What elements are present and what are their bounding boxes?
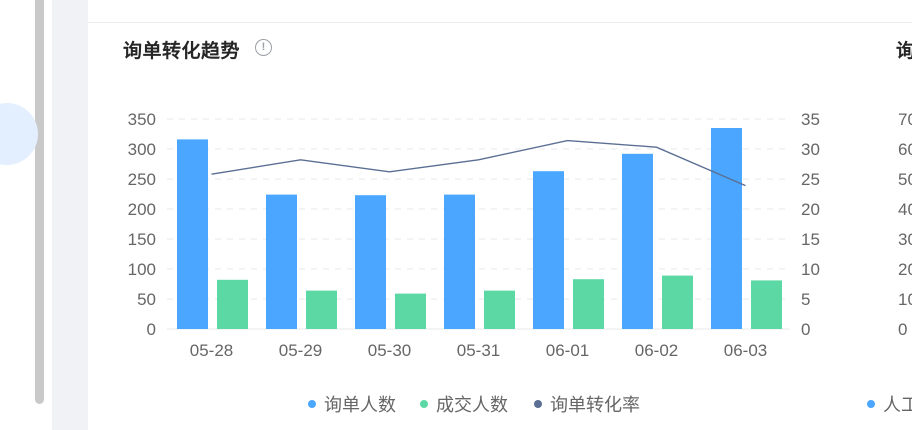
y-right-tick-label: 15 [801,230,820,249]
chart-card [88,0,912,430]
bar-inquiry [444,194,475,329]
y-right-tick-label: 10 [801,260,820,279]
y-left-tick-label: 250 [128,170,156,189]
line-conversion-rate [211,139,746,187]
divider [88,22,912,23]
info-circle-icon[interactable]: ! [255,39,272,56]
legend-dot-inquiry [308,400,316,409]
bar-inquiry [355,195,386,329]
chart-title: 询单转化趋势 [123,41,241,62]
legend-label-inquiry: 询单人数 [324,395,396,415]
scrollbar-thumb[interactable] [35,0,44,404]
x-tick-label: 06-01 [546,341,589,360]
bar-inquiry [177,139,208,329]
next-legend-label: 人工 [883,395,912,415]
next-chart-tick-label: 10 [898,290,912,309]
x-tick-label: 06-02 [635,341,678,360]
bar-inquiry [266,194,297,329]
next-chart-tick-label: 0 [898,320,907,339]
y-left-tick-label: 0 [147,320,156,339]
x-tick-label: 05-30 [368,341,411,360]
legend-item-inquiry[interactable]: 询单人数 [308,391,396,417]
legend-label-deal: 成交人数 [436,395,508,415]
legend-dot-conversion [534,400,542,409]
bar-inquiry [711,128,742,329]
next-legend-item[interactable]: 人工 [867,391,912,417]
next-legend-dot [867,400,875,409]
legend-item-conversion[interactable]: 询单转化率 [534,391,640,417]
y-left-tick-label: 150 [128,230,156,249]
bar-deal [217,279,248,329]
legend-item-deal[interactable]: 成交人数 [420,391,508,417]
y-right-tick-label: 20 [801,200,820,219]
bar-deal [751,280,782,329]
y-right-tick-label: 35 [801,110,820,129]
y-left-tick-label: 50 [137,290,156,309]
y-left-tick-label: 350 [128,110,156,129]
next-chart-tick-label: 30 [898,230,912,249]
y-right-tick-label: 5 [801,290,810,309]
next-chart-tick-label: 70 [898,110,912,129]
legend-label-conversion: 询单转化率 [550,395,640,415]
bar-deal [306,290,337,329]
next-chart-tick-label: 40 [898,200,912,219]
y-right-tick-label: 30 [801,140,820,159]
x-tick-label: 05-29 [279,341,322,360]
bar-inquiry [622,153,653,329]
bar-inquiry [533,171,564,329]
bar-deal [573,279,604,329]
bar-deal [662,275,693,329]
y-left-tick-label: 100 [128,260,156,279]
legend-dot-deal [420,400,428,409]
next-chart-tick-label: 50 [898,170,912,189]
x-tick-label: 06-03 [724,341,767,360]
x-tick-label: 05-28 [190,341,233,360]
left-rail [0,0,52,430]
y-left-tick-label: 300 [128,140,156,159]
y-right-tick-label: 0 [801,320,810,339]
y-left-tick-label: 200 [128,200,156,219]
bar-deal [395,293,426,329]
next-panel-title: 询 [896,41,912,62]
next-chart-tick-label: 20 [898,260,912,279]
next-chart-tick-label: 60 [898,140,912,159]
bar-deal [484,290,515,329]
x-tick-label: 05-31 [457,341,500,360]
y-right-tick-label: 25 [801,170,820,189]
